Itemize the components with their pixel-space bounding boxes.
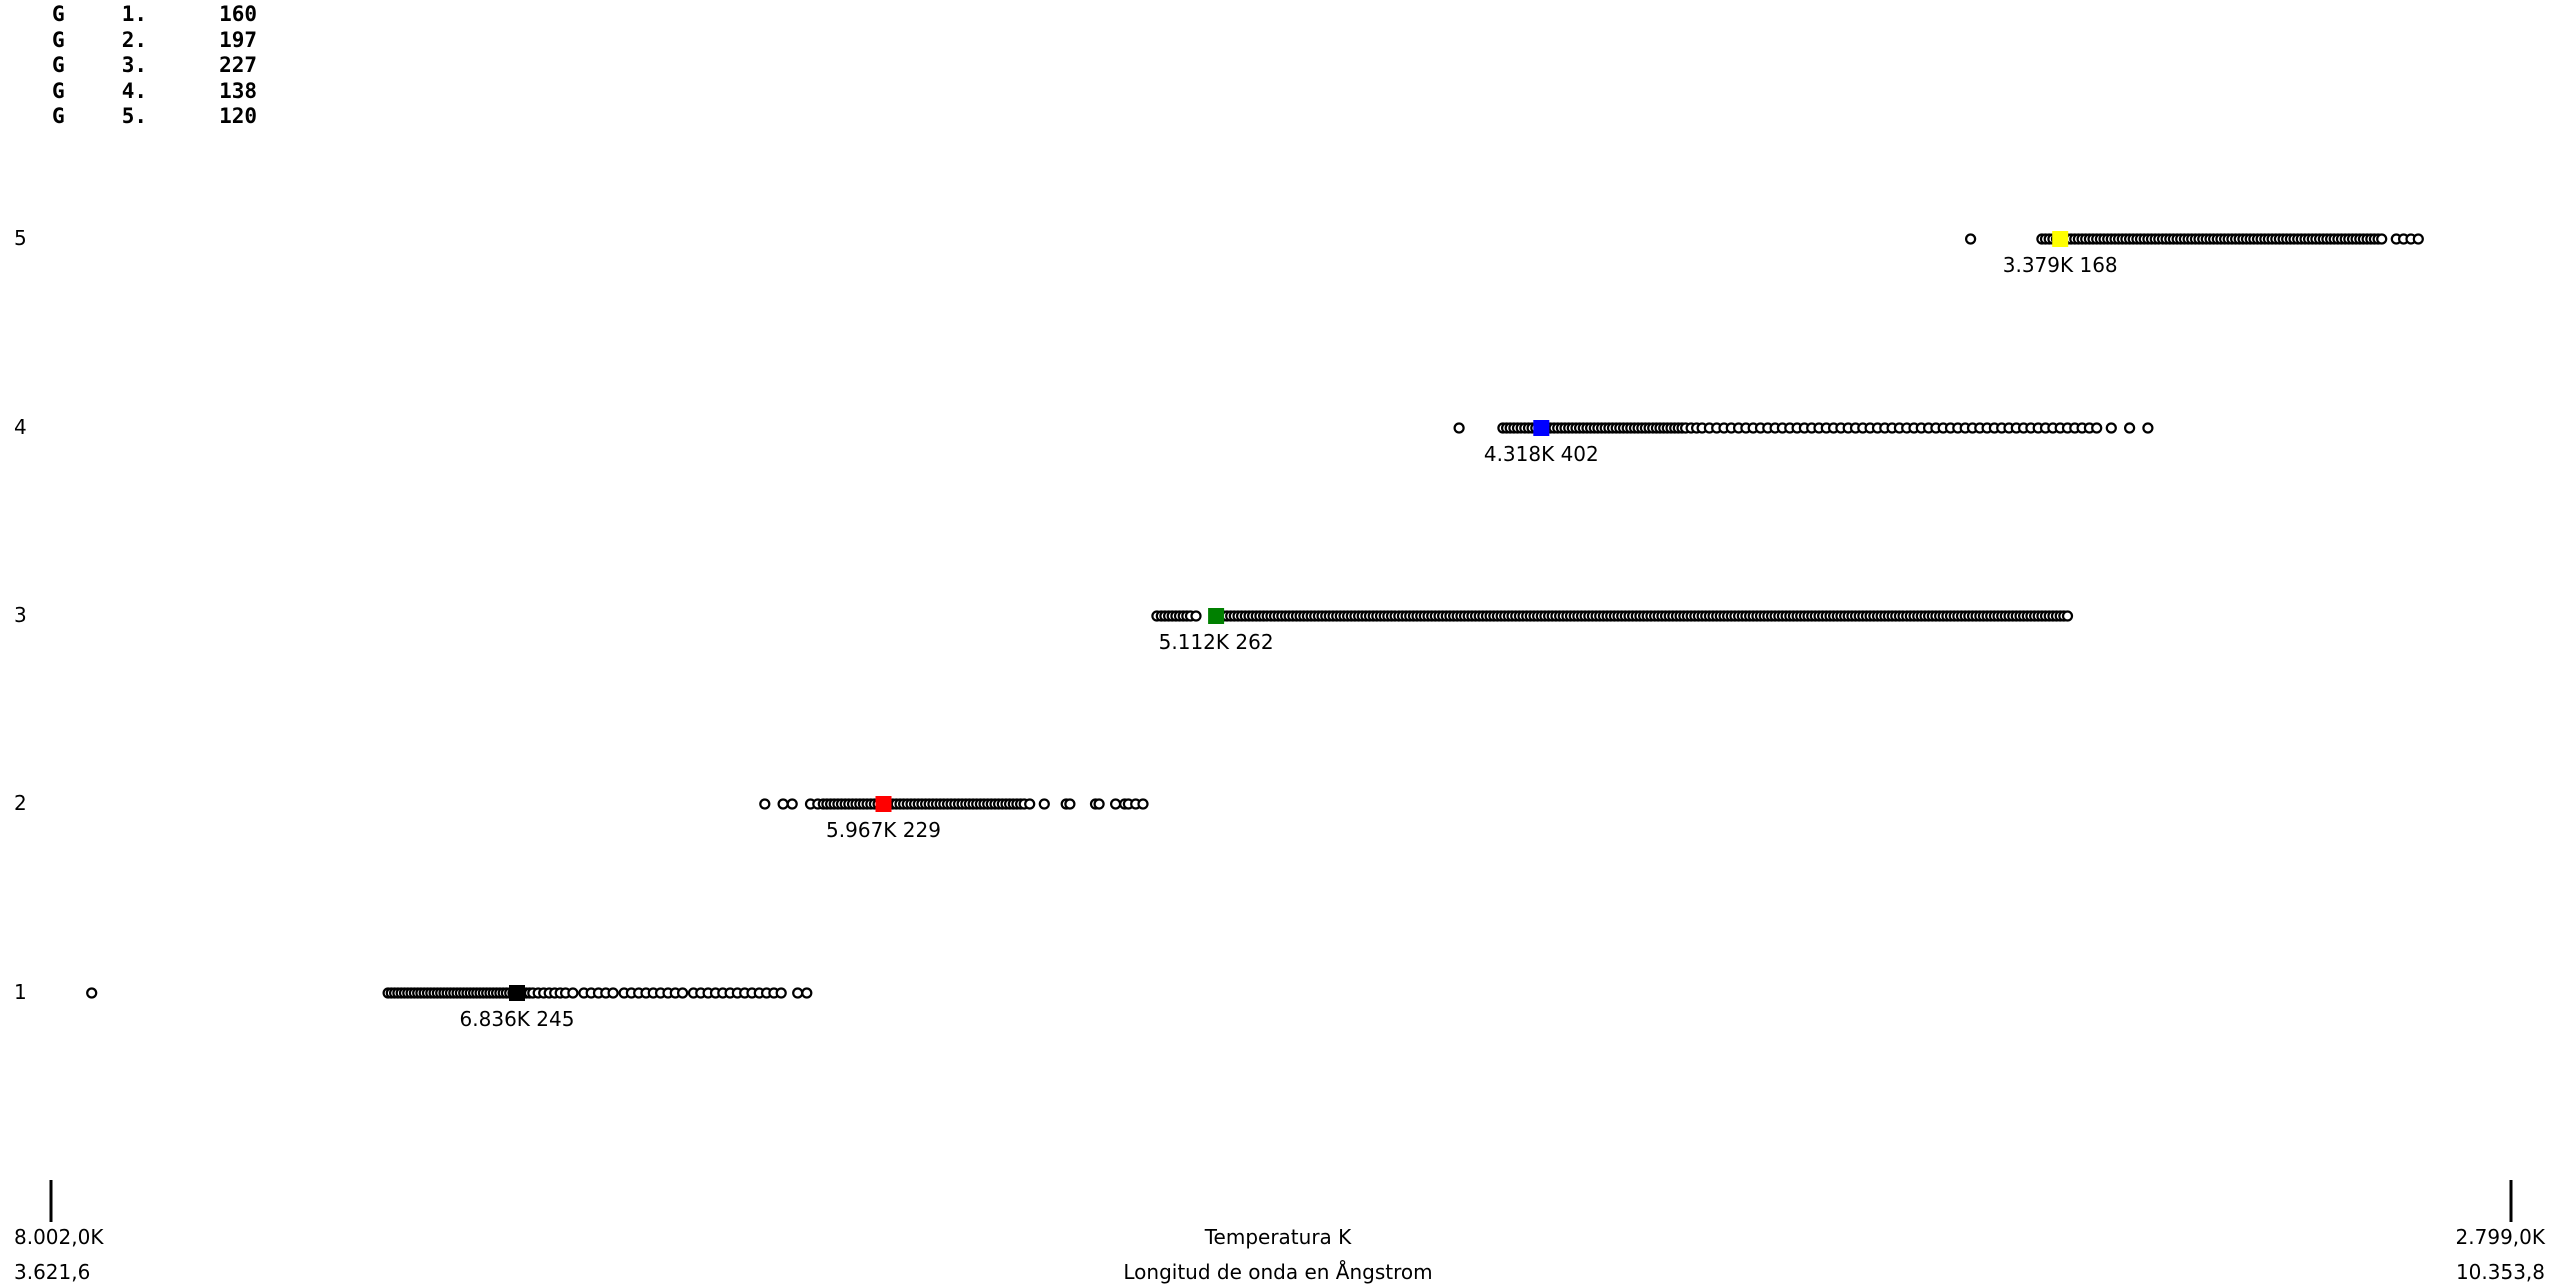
- legend-count: 197: [219, 27, 257, 52]
- legend-count: 227: [219, 53, 257, 77]
- data-point: [567, 987, 579, 999]
- group-mean-marker: [1533, 420, 1550, 436]
- legend-group-number: 4.: [121, 78, 147, 103]
- data-point: [1137, 798, 1149, 810]
- legend-count: 120: [219, 104, 257, 128]
- data-point: [2061, 610, 2074, 622]
- y-tick-label-4: 4: [14, 415, 27, 439]
- legend-row: G 1. 160: [52, 2, 257, 28]
- legend-g: G: [52, 104, 65, 128]
- legend-count: 138: [219, 78, 257, 103]
- y-tick-label-2: 2: [14, 791, 27, 815]
- data-point: [86, 987, 98, 999]
- data-point: [1064, 798, 1076, 810]
- data-point: [759, 798, 771, 810]
- data-point: [1024, 798, 1036, 810]
- legend-group-number: 1.: [121, 2, 147, 26]
- legend: G 1. 160 G 2. 197 G 3. 227 G 4. 138 G 5. 120: [52, 2, 257, 130]
- data-point: [1964, 233, 1977, 245]
- x-axis-title: Temperatura K: [1204, 1225, 1352, 1249]
- x-right-temp-label: 2.799,0K: [2455, 1225, 2545, 1249]
- group-label: 4.318K 402: [1484, 442, 1599, 466]
- data-point: [2105, 422, 2117, 434]
- legend-group-number: 5.: [121, 104, 147, 128]
- data-point: [2412, 233, 2424, 245]
- data-point: [2124, 422, 2136, 434]
- data-point: [801, 987, 813, 999]
- data-point: [1453, 422, 1465, 434]
- legend-row: G 4. 138: [52, 79, 257, 105]
- x-axis-subtitle: Longitud de onda en Ångstrom: [1123, 1260, 1433, 1284]
- legend-g: G: [52, 27, 65, 52]
- data-point: [786, 798, 798, 810]
- data-point: [676, 987, 689, 999]
- group-label: 5.112K 262: [1159, 630, 1274, 654]
- legend-row: G 2. 197: [52, 28, 257, 54]
- group-label: 3.379K 168: [2003, 253, 2118, 277]
- data-point: [2091, 422, 2103, 434]
- data-point: [777, 798, 789, 810]
- group-label: 6.836K 245: [460, 1007, 575, 1031]
- legend-count: 160: [219, 2, 257, 26]
- legend-g: G: [52, 78, 65, 103]
- y-tick-label-3: 3: [14, 603, 27, 627]
- x-left-temp-label: 8.002,0K: [14, 1225, 104, 1249]
- data-point: [1093, 798, 1105, 810]
- group-mean-marker: [875, 796, 892, 812]
- data-point: [792, 987, 804, 999]
- data-point: [2142, 422, 2154, 434]
- group-mean-marker: [509, 985, 525, 1001]
- group-label: 5.967K 229: [826, 818, 941, 842]
- data-point: [775, 987, 787, 999]
- legend-g: G: [52, 53, 65, 77]
- data-point: [1190, 610, 1202, 622]
- y-tick-label-5: 5: [14, 226, 27, 250]
- legend-group-number: 3.: [121, 53, 147, 77]
- legend-row: G 3. 227: [52, 53, 257, 79]
- group-mean-marker: [2052, 231, 2069, 247]
- legend-group-number: 2.: [121, 27, 147, 52]
- data-point: [1038, 798, 1050, 810]
- data-point: [2376, 233, 2388, 245]
- data-point: [1109, 798, 1122, 810]
- group-mean-marker: [1208, 608, 1225, 624]
- legend-g: G: [52, 2, 65, 26]
- data-point: [607, 987, 619, 999]
- y-tick-label-1: 1: [14, 980, 27, 1004]
- legend-row: G 5. 120: [52, 104, 257, 130]
